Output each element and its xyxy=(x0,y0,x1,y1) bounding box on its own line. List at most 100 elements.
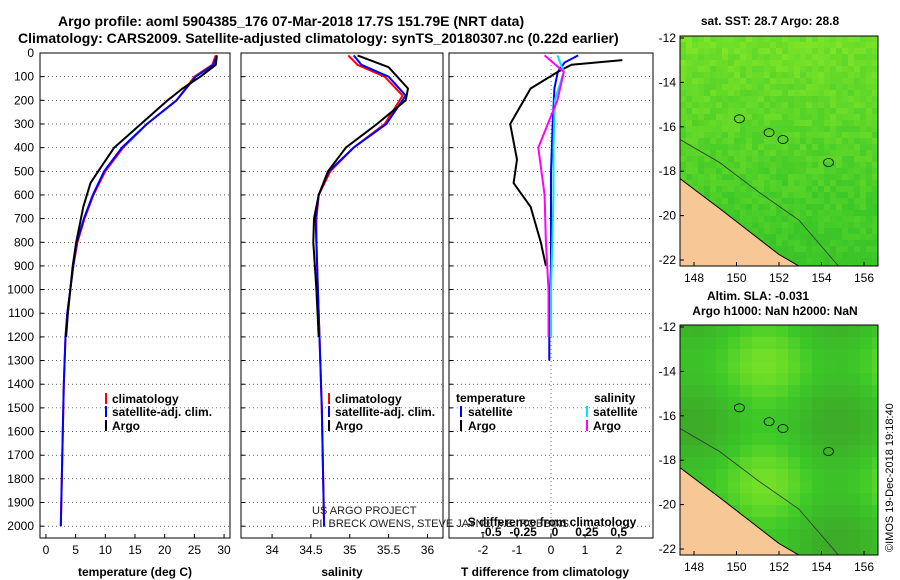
map-cell xyxy=(788,493,800,505)
map-cell xyxy=(836,373,848,385)
map-cell xyxy=(794,186,800,192)
map-cell xyxy=(692,397,704,409)
map-cell xyxy=(812,409,824,421)
map-cell xyxy=(872,78,878,84)
map-cell xyxy=(830,114,836,120)
map-cell xyxy=(704,132,710,138)
map-y-tick-label: -18 xyxy=(659,453,677,467)
map-cell xyxy=(800,481,812,493)
map-cell xyxy=(854,168,860,174)
map-cell xyxy=(788,102,794,108)
map-cell xyxy=(698,60,704,66)
map-cell xyxy=(716,469,728,481)
map-cell xyxy=(836,54,842,60)
map-cell xyxy=(788,90,794,96)
map-cell xyxy=(710,72,716,78)
map-cell xyxy=(818,144,824,150)
map-cell xyxy=(782,234,788,240)
map-cell xyxy=(782,198,788,204)
map-cell xyxy=(698,90,704,96)
map-cell xyxy=(764,505,776,517)
map-cell xyxy=(728,469,740,481)
map-x-tick-label: 152 xyxy=(769,560,789,574)
map-cell xyxy=(698,144,704,150)
map-cell xyxy=(680,174,686,180)
map-cell xyxy=(854,60,860,66)
map-cell xyxy=(812,433,824,445)
map-cell xyxy=(746,210,752,216)
map-cell xyxy=(722,66,728,72)
map-cell xyxy=(782,126,788,132)
map-cell xyxy=(776,204,782,210)
depth-axis-labels: 0100200300400500600700800900100011001200… xyxy=(7,46,34,533)
map-cell xyxy=(872,138,878,144)
map-cell xyxy=(848,349,860,361)
map-cell xyxy=(764,90,770,96)
map-cell xyxy=(752,325,764,337)
map-cell xyxy=(800,252,806,258)
map-cell xyxy=(812,397,824,409)
reef-outline xyxy=(763,128,775,138)
map-cell xyxy=(830,78,836,84)
depth-tick-label: 1300 xyxy=(7,354,34,368)
map-cell xyxy=(728,337,740,349)
map-cell xyxy=(854,162,860,168)
map-cell xyxy=(854,222,860,228)
map-cell xyxy=(692,90,698,96)
map-cell xyxy=(704,186,710,192)
map-cell xyxy=(836,541,848,553)
map-cell xyxy=(776,114,782,120)
map-cell xyxy=(746,42,752,48)
map-cell xyxy=(848,186,854,192)
map-cell xyxy=(788,192,794,198)
map-cell xyxy=(752,90,758,96)
legend-title-temperature: temperature xyxy=(456,391,526,405)
map-cell xyxy=(728,186,734,192)
map-cell xyxy=(722,102,728,108)
map-cell xyxy=(812,258,818,264)
map-cell xyxy=(740,102,746,108)
map-cell xyxy=(722,96,728,102)
map-cell xyxy=(788,349,800,361)
map-cell xyxy=(818,42,824,48)
map-cell xyxy=(752,54,758,60)
map-cell xyxy=(746,162,752,168)
map-cell xyxy=(860,174,866,180)
map-cell xyxy=(788,126,794,132)
map-cell xyxy=(866,72,872,78)
map-cell xyxy=(824,246,830,252)
map-cell xyxy=(728,60,734,66)
map-cell xyxy=(782,216,788,222)
map-cell xyxy=(794,210,800,216)
map-cell xyxy=(806,72,812,78)
map-cell xyxy=(752,216,758,222)
map-cell xyxy=(860,325,872,337)
map-cell xyxy=(842,240,848,246)
map-cell xyxy=(788,337,800,349)
map-cell xyxy=(752,397,764,409)
map-cell xyxy=(812,90,818,96)
map-cell xyxy=(842,222,848,228)
map-cell xyxy=(860,553,872,555)
map-cell xyxy=(680,90,686,96)
map-cell xyxy=(776,162,782,168)
map-cell xyxy=(824,385,836,397)
map-cell xyxy=(686,108,692,114)
map-cell xyxy=(842,180,848,186)
map-cell xyxy=(770,84,776,90)
map-cell xyxy=(848,337,860,349)
map-cell xyxy=(812,42,818,48)
map-cell xyxy=(716,361,728,373)
map-cell xyxy=(764,469,776,481)
map-cell xyxy=(680,126,686,132)
map-cell xyxy=(746,54,752,60)
map-cell xyxy=(848,42,854,48)
map-cell xyxy=(866,96,872,102)
depth-tick-label: 1800 xyxy=(7,472,34,486)
map-cell xyxy=(812,204,818,210)
x-tick-label: 20 xyxy=(158,543,172,557)
map-cell xyxy=(728,78,734,84)
map-cell xyxy=(866,150,872,156)
map-cell xyxy=(800,445,812,457)
map-cell xyxy=(866,210,872,216)
